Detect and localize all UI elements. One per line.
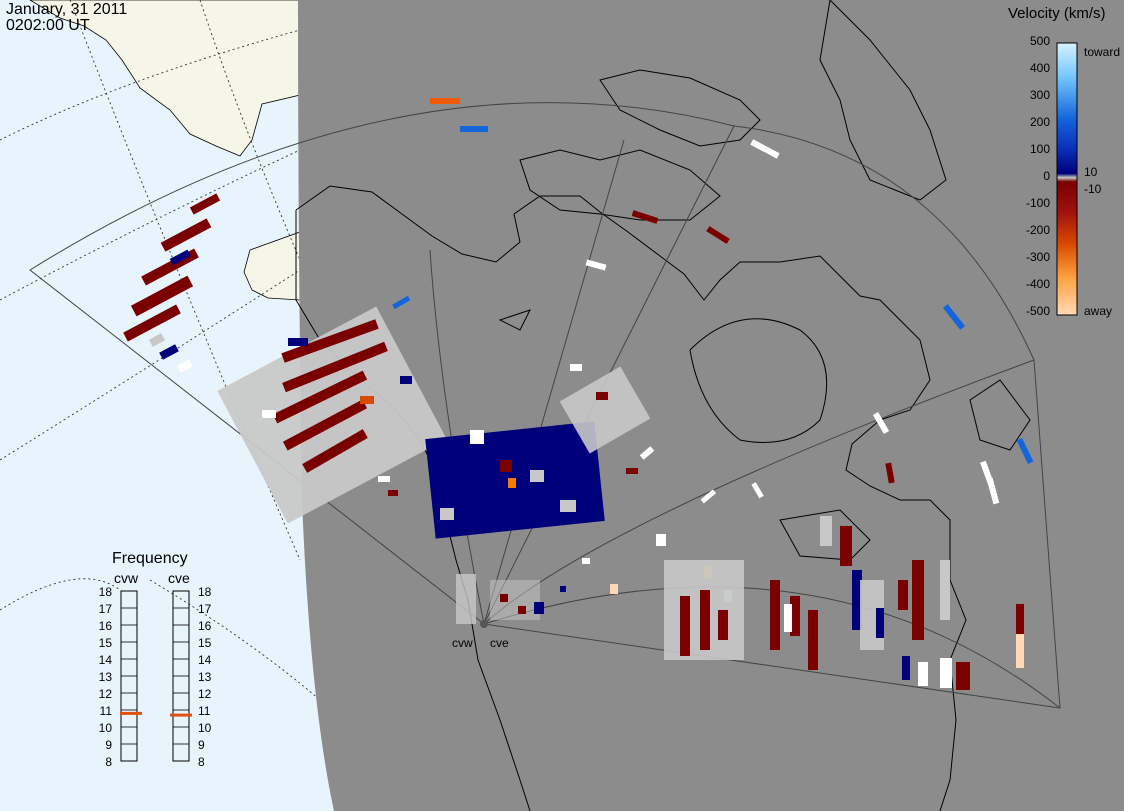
radar-site-label: cve bbox=[490, 636, 509, 650]
frequency-tick: 15 bbox=[198, 636, 212, 650]
colorbar-tick: 0 bbox=[1043, 169, 1050, 183]
radar-site-marker bbox=[480, 620, 488, 628]
away-label: away bbox=[1084, 304, 1113, 318]
colorbar-inner-label: -10 bbox=[1084, 182, 1102, 196]
colorbar-tick: 100 bbox=[1029, 142, 1050, 156]
frequency-tick: 11 bbox=[99, 704, 112, 718]
colorbar-tick: -100 bbox=[1025, 196, 1050, 210]
toward-label: toward bbox=[1084, 45, 1121, 59]
frequency-marker-cvw bbox=[120, 711, 142, 715]
frequency-tick: 10 bbox=[198, 721, 212, 735]
frequency-tick: 18 bbox=[98, 585, 112, 599]
frequency-tick: 12 bbox=[198, 687, 212, 701]
colorbar-tick: -300 bbox=[1025, 250, 1050, 264]
frequency-tick: 9 bbox=[105, 738, 112, 752]
frequency-tick: 13 bbox=[198, 670, 212, 684]
colorbar-tick: -200 bbox=[1025, 223, 1050, 237]
frequency-tick: 13 bbox=[98, 670, 112, 684]
frequency-tick: 16 bbox=[98, 619, 112, 633]
frequency-tick: 18 bbox=[198, 585, 212, 599]
date-label: January, 31 2011 bbox=[6, 1, 128, 18]
frequency-marker-cve bbox=[170, 713, 192, 717]
frequency-tick: 8 bbox=[105, 755, 112, 769]
colorbar-tick: 500 bbox=[1029, 34, 1050, 48]
colorbar-tick: 400 bbox=[1029, 61, 1050, 75]
frequency-tick: 11 bbox=[198, 704, 211, 718]
day-graticule bbox=[0, 0, 321, 701]
colorbar-title: Velocity (km/s) bbox=[1008, 5, 1106, 22]
colorbar-inner-label: 10 bbox=[1084, 165, 1098, 179]
frequency-bars bbox=[120, 590, 192, 762]
echo-cluster-central bbox=[425, 364, 651, 624]
colorbar-tick: -400 bbox=[1025, 277, 1050, 291]
frequency-tick: 9 bbox=[198, 738, 205, 752]
colorbar-tick: -500 bbox=[1025, 304, 1050, 318]
frequency-tick: 10 bbox=[98, 721, 112, 735]
frequency-tick: 16 bbox=[198, 619, 212, 633]
day-land-alaska bbox=[29, 0, 301, 157]
echo-cluster-northwest bbox=[217, 306, 447, 524]
frequency-radar-label: cvw bbox=[114, 570, 139, 586]
frequency-tick: 8 bbox=[198, 755, 205, 769]
frequency-tick: 12 bbox=[98, 687, 112, 701]
echo-cluster-southeast bbox=[664, 516, 970, 690]
frequency-tick: 14 bbox=[198, 653, 212, 667]
time-label: 0202:00 UT bbox=[6, 17, 90, 34]
frequency-radar-label: cve bbox=[168, 570, 190, 586]
frequency-title: Frequency bbox=[112, 550, 188, 567]
velocity-colorbar bbox=[1056, 42, 1078, 316]
frequency-tick: 17 bbox=[98, 602, 112, 616]
frequency-tick: 15 bbox=[98, 636, 112, 650]
velocity-echoes bbox=[123, 98, 1034, 668]
frequency-tick: 17 bbox=[198, 602, 212, 616]
colorbar-tick: 300 bbox=[1029, 88, 1050, 102]
colorbar-tick: 200 bbox=[1029, 115, 1050, 129]
radar-site-label: cvw bbox=[452, 636, 473, 650]
frequency-tick: 14 bbox=[98, 653, 112, 667]
